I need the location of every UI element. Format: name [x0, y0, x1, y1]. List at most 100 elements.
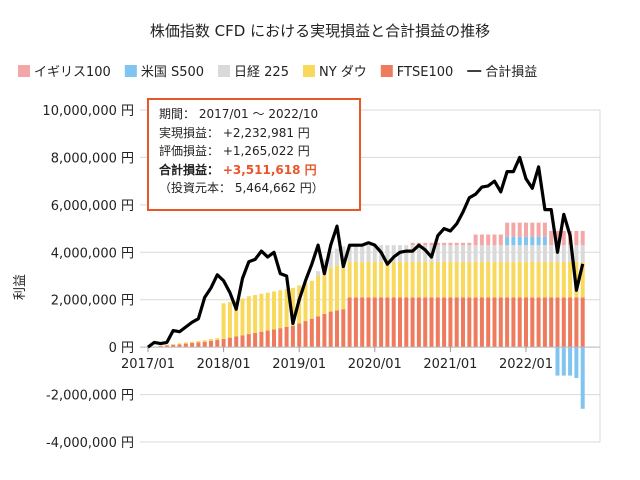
bar-segment	[448, 242, 453, 246]
bar-segment	[404, 261, 409, 298]
total-row: 合計損益： +3,511,618 円	[159, 162, 317, 177]
bar-segment	[454, 245, 459, 262]
bar-segment	[240, 298, 245, 336]
bar-segment	[517, 261, 522, 298]
bar-segment	[530, 245, 535, 262]
bar-segment	[517, 222, 522, 237]
bar-segment	[278, 328, 283, 348]
bar-segment	[561, 261, 566, 298]
bar-segment	[454, 297, 459, 348]
bar-segment	[511, 222, 516, 237]
bar-segment	[259, 293, 264, 332]
bar-segment	[479, 234, 484, 246]
summary-box: 期間： 2017/01 ～ 2022/10 実現損益： +2,232,981 円…	[147, 98, 361, 211]
bar-segment	[190, 341, 195, 343]
bar-segment	[423, 261, 428, 298]
bar-segment	[328, 311, 333, 348]
bar-segment	[498, 245, 503, 262]
bar-segment	[486, 297, 491, 348]
bar-segment	[322, 271, 327, 314]
y-tick-label: 8,000,000 円	[51, 151, 134, 166]
bar-segment	[190, 342, 195, 348]
bar-segment	[549, 245, 554, 262]
bar-segment	[215, 338, 220, 341]
bar-segment	[410, 297, 415, 348]
bar-segment	[492, 245, 497, 262]
bar-segment	[442, 242, 447, 246]
y-tick-label: 4,000,000 円	[51, 246, 134, 261]
bar-segment	[404, 297, 409, 348]
bar-segment	[435, 261, 440, 298]
bar-segment	[196, 340, 201, 343]
bar-segment	[183, 342, 188, 344]
bar-segment	[467, 242, 472, 246]
bar-segment	[416, 261, 421, 298]
bar-segment	[568, 261, 573, 298]
bar-segment	[448, 297, 453, 348]
y-axis-label: 利益	[13, 274, 28, 300]
bar-segment	[215, 340, 220, 348]
bar-segment	[309, 280, 314, 319]
legend-label: 米国 S500	[141, 65, 204, 80]
bar-segment	[580, 230, 585, 246]
bar-segment	[221, 338, 226, 348]
bar-segment	[580, 245, 585, 262]
bar-segment	[524, 245, 528, 262]
bar-segment	[505, 297, 510, 348]
bar-segment	[498, 297, 503, 348]
bar-segment	[158, 345, 163, 348]
bar-segment	[416, 297, 421, 348]
bar-segment	[454, 242, 459, 246]
bar-segment	[530, 222, 535, 237]
principal-row: （投資元本： 5,464,662 円）	[159, 181, 324, 195]
total-pl-line	[147, 155, 585, 349]
bar-segment	[435, 245, 440, 262]
bar-segment	[379, 261, 384, 298]
bar-segment	[335, 248, 339, 266]
bar-segment	[265, 292, 270, 331]
bar-segment	[448, 261, 453, 298]
realized-value: +2,232,981 円	[222, 125, 310, 140]
legend-swatch	[380, 65, 393, 77]
bar-segment	[448, 245, 453, 262]
bar-segment	[542, 297, 547, 348]
bar-segment	[404, 245, 409, 262]
bar-segment	[429, 297, 434, 348]
legend-label: FTSE100	[397, 65, 453, 80]
bar-segment	[272, 291, 276, 330]
bar-segment	[461, 245, 465, 262]
legend-label: イギリス100	[34, 65, 111, 80]
bar-segment	[410, 242, 415, 246]
bar-segment	[209, 339, 213, 341]
bar-segment	[467, 261, 472, 298]
bar-segment	[360, 245, 365, 262]
bar-segment	[416, 245, 421, 262]
bar-segment	[561, 297, 566, 348]
bar-segment	[549, 230, 554, 246]
bar-segment	[366, 261, 371, 298]
bar-segment	[442, 261, 447, 298]
bar-segment	[524, 297, 528, 348]
bar-segment	[568, 297, 573, 348]
bar-segment	[391, 297, 396, 348]
bar-segment	[536, 261, 541, 298]
y-tick-label: 0 円	[109, 341, 134, 356]
bar-segment	[391, 261, 396, 298]
bar-segment	[498, 234, 503, 246]
bar-segment	[492, 261, 497, 298]
bar-segment	[335, 310, 339, 348]
bar-segment	[341, 262, 346, 310]
bar-segment	[398, 297, 402, 348]
total-value: +3,511,618 円	[222, 162, 317, 177]
bar-segment	[385, 261, 390, 298]
bar-segment	[517, 297, 522, 348]
bar-segment	[454, 261, 459, 298]
bar-segment	[473, 297, 478, 348]
bar-segment	[385, 245, 390, 262]
x-tick-label: 2020/01	[348, 357, 402, 372]
bar-segment	[473, 234, 478, 246]
bar-segment	[246, 334, 251, 348]
bar-segment	[284, 289, 289, 327]
bar-segment	[423, 297, 428, 348]
bar-segment	[398, 261, 402, 298]
